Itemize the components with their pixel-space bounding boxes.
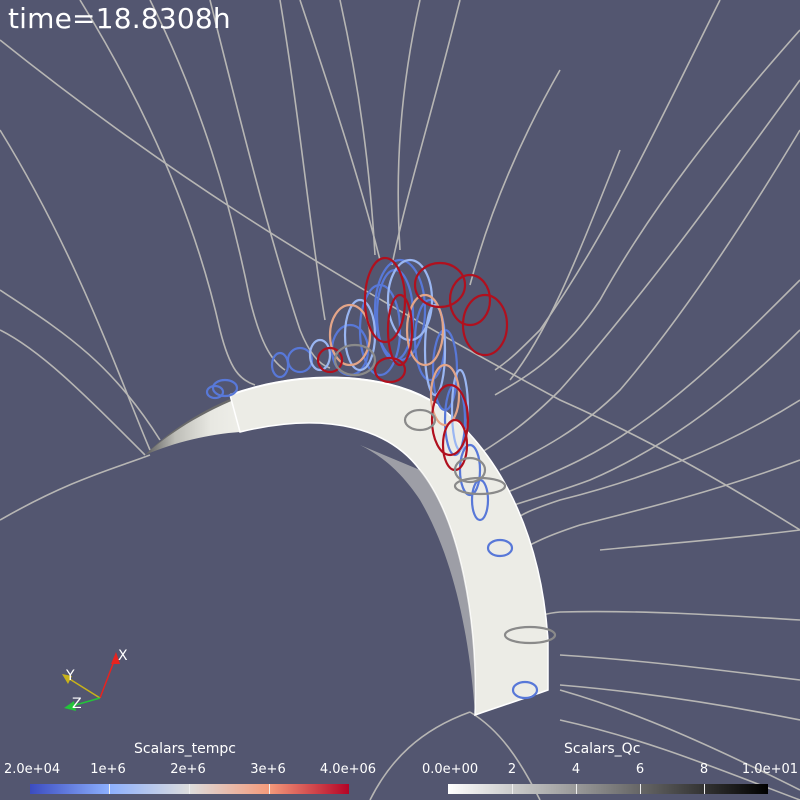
colorbar-tempc-tick: 4.0e+06 [319, 762, 376, 777]
orientation-axes-triad: X Y Z [62, 648, 128, 712]
z-axis-arrow [64, 701, 76, 711]
colorbar-qc-tick: 0.0e+00 [422, 762, 479, 777]
colorbar-tempc-tickmark [269, 784, 270, 794]
y-axis-line [67, 677, 101, 699]
flux-rope-field-lines [205, 256, 557, 700]
colorbar-qc-tickmark [576, 784, 577, 794]
colorbar-qc-tick: 2 [507, 762, 517, 777]
colorbar-tempc-tick: 3e+6 [250, 762, 286, 777]
colorbar-qc-tick: 8 [699, 762, 709, 777]
colorbar-qc [448, 784, 768, 794]
colorbar-tempc-tick: 1e+6 [90, 762, 126, 777]
z-axis-line [71, 697, 101, 707]
colorbar-tempc-title: Scalars_tempc [134, 741, 237, 757]
colorbar-tempc-tickmark [109, 784, 110, 794]
time-label: time=18.8308h [8, 2, 231, 35]
colorbar-tempc-tickmark [189, 784, 190, 794]
colorbar-qc-title: Scalars_Qc [564, 741, 641, 757]
solar-surface-shell [145, 376, 549, 717]
colorbar-qc-tickmark [512, 784, 513, 794]
colorbar-qc-tickmark [640, 784, 641, 794]
colorbar-qc-tick: 1.0e+01 [741, 762, 798, 777]
y-axis-arrow [62, 674, 72, 684]
x-axis-arrow [111, 652, 120, 664]
x-axis-label: X [118, 648, 128, 664]
y-axis-label: Y [65, 668, 75, 684]
colorbar-qc-tick: 4 [571, 762, 581, 777]
colorbar-qc-tickmark [704, 784, 705, 794]
colorbar-tempc-tick: 2.0e+04 [4, 762, 61, 777]
colorbar-tempc-tick: 2e+6 [170, 762, 206, 777]
z-axis-label: Z [72, 696, 82, 712]
colorbar-qc-tick: 6 [635, 762, 645, 777]
